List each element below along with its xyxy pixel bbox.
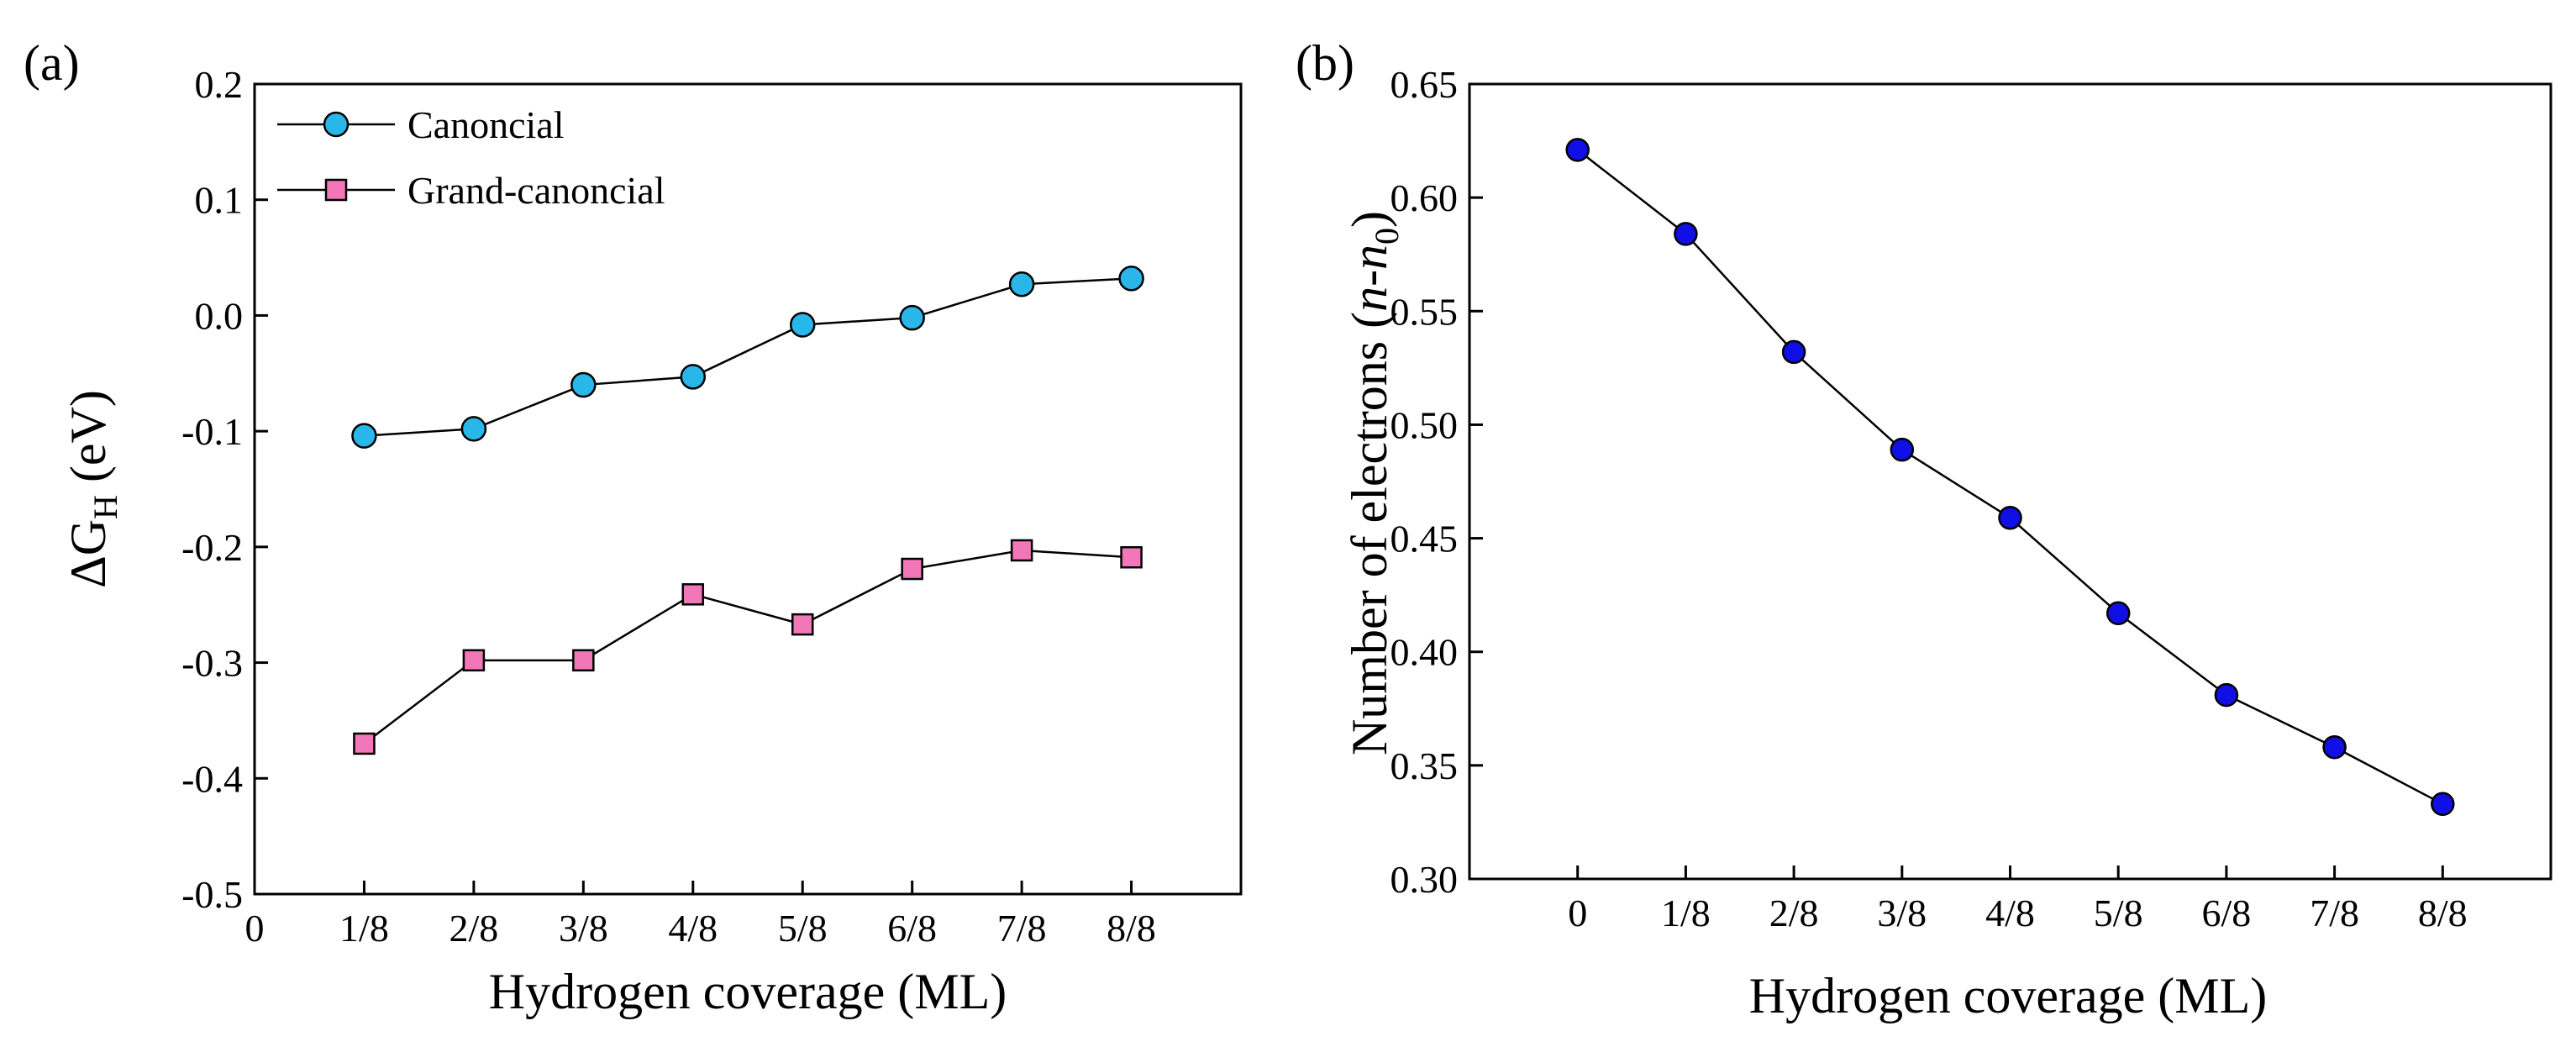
panel-a-point-canoncial-3-8 <box>570 371 597 398</box>
panel-a-x-tick-label: 8/8 <box>1107 907 1156 950</box>
panel-a-y-axis-title-subscript: H <box>87 495 124 519</box>
panel-a-legend: Canoncial Grand-canoncial <box>277 103 665 212</box>
panel-a-point-canoncial-5-8 <box>789 312 816 338</box>
legend-label-canoncial: Canoncial <box>407 103 565 146</box>
panel-b-y-axis-title: Number of electrons (n-n0) <box>1342 211 1406 755</box>
panel-a-y-axis-title-suffix: (eV) <box>60 390 116 495</box>
panel-a-point-canoncial-1-8 <box>351 423 377 449</box>
panel-a-x-axis: 0 1/8 2/8 3/8 4/8 5/8 6/8 7/8 8/8 <box>245 881 1156 950</box>
panel-a-point-canoncial-2-8 <box>460 416 487 442</box>
panel-b-x-axis: 0 1/8 2/8 3/8 4/8 5/8 6/8 7/8 8/8 <box>1568 865 2468 934</box>
panel-b-point-n-n0-7-8 <box>2322 734 2347 760</box>
panel-a-point-grand-canoncial-2-8 <box>462 649 486 672</box>
panel-a-x-tick-label: 7/8 <box>997 907 1047 950</box>
panel-a-label: (a) <box>24 35 80 91</box>
panel-b-x-tick-label: 2/8 <box>1769 892 1819 934</box>
panel-b-y-axis-title-prefix: Number of electrons ( <box>1342 312 1397 755</box>
panel-a-y-tick-label: -0.4 <box>181 757 243 800</box>
panel-b-point-n-n0-4-8 <box>1998 505 2022 530</box>
panel-b-y-axis-title-n: n <box>1342 287 1397 312</box>
panel-a-series-lines <box>363 277 1132 744</box>
panel-b-y-axis: 0.30 0.35 0.40 0.45 0.50 0.55 0.60 0.65 <box>1391 63 1483 901</box>
panel-a-series-markers <box>351 266 1144 755</box>
panel-b-y-tick-label: 0.30 <box>1391 858 1459 901</box>
panel-a-x-tick-label: 0 <box>245 907 265 950</box>
panel-b-x-tick-label: 4/8 <box>1985 892 2035 934</box>
panel-a-x-axis-title: Hydrogen coverage (ML) <box>489 964 1007 1019</box>
panel-b-x-tick-label: 8/8 <box>2418 892 2468 934</box>
panel-b-point-n-n0-2-8 <box>1781 339 1806 365</box>
panel-a-y-tick-label: -0.3 <box>181 642 243 685</box>
legend-label-grand-canoncial: Grand-canoncial <box>407 169 665 212</box>
panel-b-y-tick-label: 0.50 <box>1391 403 1459 446</box>
panel-a-line-grand-canoncial <box>363 549 1132 744</box>
panel-b-y-axis-title-dash: - <box>1342 270 1397 287</box>
panel-b-plot-frame <box>1468 82 2552 881</box>
legend-marker-canoncial <box>323 111 350 138</box>
panel-b-y-tick-label: 0.60 <box>1391 176 1459 219</box>
panel-a-x-tick-label: 4/8 <box>668 907 718 950</box>
panel-b-y-tick-label: 0.65 <box>1391 63 1459 106</box>
legend-entry-grand-canoncial: Grand-canoncial <box>277 169 665 212</box>
panel-b-y-tick-label: 0.35 <box>1391 744 1459 787</box>
legend-marker-grand-canoncial <box>324 178 348 202</box>
panel-a-point-canoncial-7-8 <box>1008 271 1035 297</box>
panel-b-y-axis-title-n0: n <box>1342 245 1397 270</box>
panel-b-point-n-n0-1-8 <box>1674 222 1698 246</box>
panel-a-point-grand-canoncial-4-8 <box>681 583 705 606</box>
panel-a-y-tick-label: 0.1 <box>195 179 244 222</box>
panel-b-point-n-n0-6-8 <box>2214 682 2239 708</box>
panel-a-point-canoncial-8-8 <box>1118 266 1144 292</box>
panel-a-plot-frame <box>253 82 1243 896</box>
panel-b-series-markers <box>1565 138 2455 817</box>
panel-b-series-lines <box>1576 149 2443 805</box>
panel-a-y-axis-title-prefix: ΔG <box>60 519 116 588</box>
panel-b-line-n-n0 <box>1576 149 2443 805</box>
panel-a-point-canoncial-4-8 <box>680 364 707 390</box>
panel-b-y-tick-label: 0.45 <box>1391 518 1459 560</box>
panel-b-y-tick-label: 0.40 <box>1391 631 1459 674</box>
panel-b-point-n-n0-0 <box>1565 138 1590 162</box>
panel-a-y-axis: -0.5 -0.4 -0.3 -0.2 -0.1 0.0 0.1 0.2 <box>181 63 268 916</box>
panel-b-y-tick-label: 0.55 <box>1391 290 1459 333</box>
panel-a-x-tick-label: 2/8 <box>449 907 498 950</box>
panel-b-x-tick-label: 5/8 <box>2094 892 2143 934</box>
panel-b-point-n-n0-3-8 <box>1890 437 1915 462</box>
panel-b-x-axis-title: Hydrogen coverage (ML) <box>1749 968 2267 1023</box>
panel-b-y-axis-title-suffix: ) <box>1342 211 1397 228</box>
panel-a-point-grand-canoncial-7-8 <box>1010 539 1033 562</box>
panel-b-x-tick-label: 7/8 <box>2310 892 2359 934</box>
panel-b-x-tick-label: 3/8 <box>1877 892 1927 934</box>
panel-a-y-tick-label: -0.1 <box>181 410 243 453</box>
panel-a-x-tick-label: 5/8 <box>778 907 828 950</box>
legend-entry-canoncial: Canoncial <box>277 103 565 146</box>
panel-b-label: (b) <box>1296 35 1354 91</box>
panel-a-x-tick-label: 6/8 <box>887 907 937 950</box>
panel-b-x-tick-label: 6/8 <box>2202 892 2252 934</box>
panel-a-y-tick-label: -0.5 <box>181 873 243 916</box>
panel-a-x-tick-label: 3/8 <box>559 907 608 950</box>
panel-b-x-tick-label: 1/8 <box>1661 892 1711 934</box>
panel-a-point-grand-canoncial-8-8 <box>1120 546 1143 569</box>
panel-b-y-axis-title-subscript: 0 <box>1368 228 1406 245</box>
panel-a-x-tick-label: 1/8 <box>339 907 389 950</box>
panel-b-point-n-n0-8-8 <box>2431 792 2455 817</box>
panel-a-point-grand-canoncial-3-8 <box>572 649 595 672</box>
panel-a: (a) -0.5 -0.4 -0.3 -0.2 -0.1 0.0 0.1 0.2 0 1/8 2/… <box>24 35 1243 1019</box>
panel-a-y-tick-label: -0.2 <box>181 526 243 569</box>
panel-a-y-tick-label: 0.2 <box>195 63 244 106</box>
panel-a-point-grand-canoncial-6-8 <box>901 557 923 581</box>
panel-a-point-grand-canoncial-5-8 <box>791 613 814 636</box>
panel-a-point-canoncial-6-8 <box>899 304 925 331</box>
panel-a-y-axis-title: ΔGH (eV) <box>60 390 124 588</box>
panel-a-y-tick-label: 0.0 <box>195 294 244 337</box>
panel-a-point-grand-canoncial-1-8 <box>353 732 376 755</box>
panel-a-line-canoncial <box>364 277 1132 437</box>
panel-b-x-tick-label: 0 <box>1568 892 1587 934</box>
panel-b-point-n-n0-5-8 <box>2105 601 2131 626</box>
panel-b: (b) 0.30 0.35 0.40 0.45 0.50 0.55 0.60 0.65 0 1/… <box>1296 35 2552 1023</box>
